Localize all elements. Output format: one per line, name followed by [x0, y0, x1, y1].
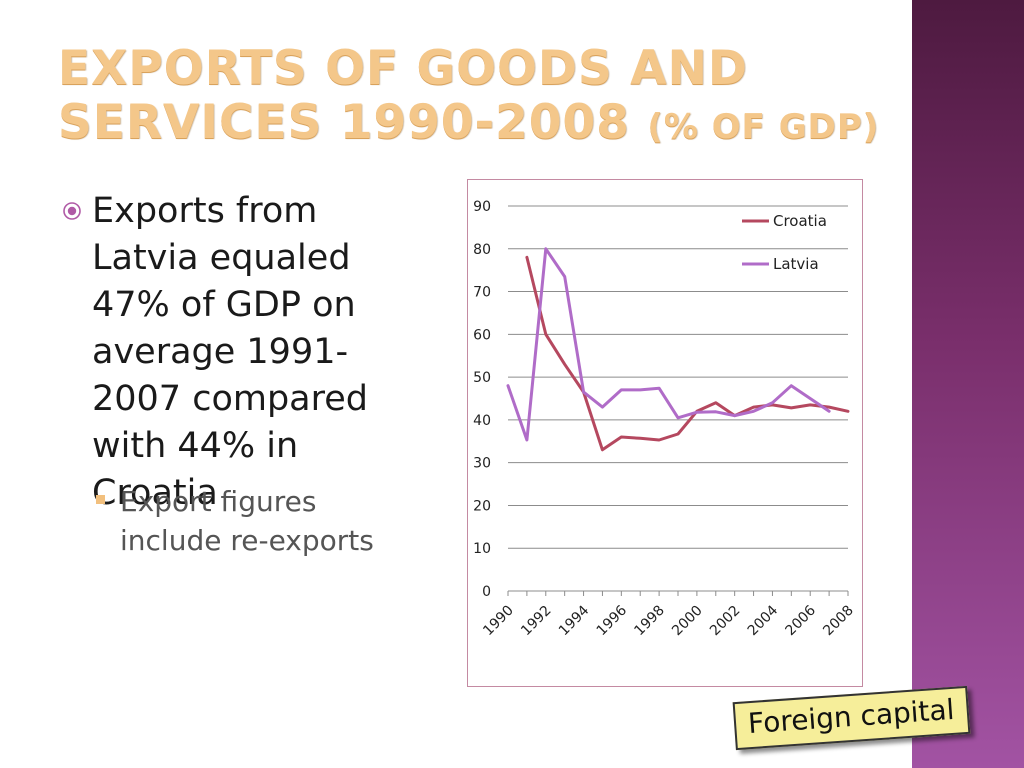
- sub-bullet-text: Export figures include re-exports: [120, 485, 374, 557]
- y-tick-label: 90: [473, 199, 491, 215]
- y-tick-label: 40: [473, 413, 491, 429]
- y-tick-label: 60: [473, 327, 491, 343]
- circle-bullet-icon: [63, 202, 81, 220]
- x-tick-label: 1990: [480, 603, 517, 640]
- x-tick-label: 2008: [820, 603, 857, 640]
- x-tick-label: 1996: [594, 602, 631, 639]
- x-tick-label: 1998: [631, 603, 668, 640]
- slide-title: Exports of goods and services 1990-2008 …: [58, 42, 898, 154]
- legend-label: Croatia: [773, 212, 827, 230]
- title-main: Exports of goods and services 1990-2008: [58, 41, 748, 150]
- main-bullet: Exports from Latvia equaled 47% of GDP o…: [62, 188, 422, 517]
- y-tick-label: 30: [473, 456, 491, 472]
- legend-label: Latvia: [773, 255, 819, 273]
- side-decor-band: [912, 0, 1024, 768]
- x-tick-label: 2000: [669, 603, 706, 640]
- series-line-latvia: [506, 247, 831, 442]
- y-tick-label: 10: [473, 541, 491, 557]
- y-tick-label: 50: [473, 370, 491, 386]
- x-tick-label: 1992: [518, 603, 555, 640]
- main-bullet-text: Exports from Latvia equaled 47% of GDP o…: [92, 191, 368, 513]
- x-tick-label: 1994: [556, 602, 593, 639]
- square-bullet-icon: [96, 495, 105, 504]
- x-tick-label: 2002: [707, 603, 744, 640]
- title-suffix: (% of GDP): [647, 107, 880, 147]
- y-tick-label: 20: [473, 498, 491, 514]
- x-tick-label: 2004: [745, 602, 782, 639]
- series-line-croatia: [525, 255, 850, 452]
- y-tick-label: 70: [473, 285, 491, 301]
- sub-bullet: Export figures include re-exports: [96, 482, 416, 560]
- y-tick-label: 0: [482, 584, 491, 600]
- line-chart: 0 10 20 30 40 50 60 70 80 90 1990 1992 1994 1996 1998 2…: [467, 179, 863, 687]
- y-tick-label: 80: [473, 242, 491, 258]
- x-tick-label: 2006: [783, 602, 820, 639]
